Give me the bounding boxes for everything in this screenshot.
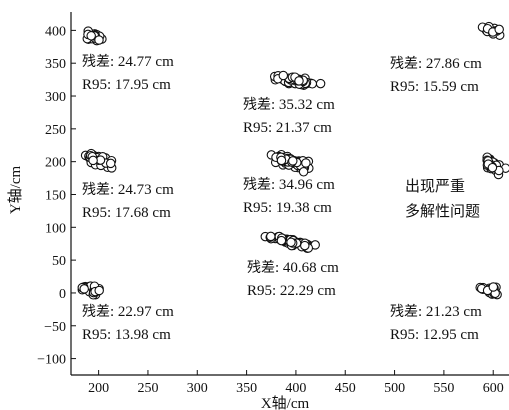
residual-prefix: 残差 (243, 97, 271, 113)
axes (70, 12, 509, 376)
r95-label: R95: 15.59 cm (390, 79, 479, 95)
multi-solution-note-line-1: 出现严重 (405, 177, 465, 195)
residual-value: : 24.73 cm (110, 182, 174, 198)
y-tick-label: 350 (45, 57, 66, 72)
residual-prefix: 残差 (82, 182, 110, 198)
r95-label: R95: 17.68 cm (82, 205, 171, 221)
residual-value: : 24.77 cm (110, 54, 174, 70)
data-point (94, 35, 104, 45)
x-tick-label: 400 (285, 381, 306, 396)
x-tick-label: 500 (384, 381, 405, 396)
residual-label: 残差: 21.23 cm (390, 304, 482, 320)
data-point (288, 156, 298, 166)
y-tick-label: 250 (45, 123, 66, 138)
residual-label: 残差: 27.86 cm (390, 56, 482, 72)
data-point (286, 237, 296, 248)
x-axis-label: X轴/cm (261, 395, 310, 410)
residual-label: 残差: 24.77 cm (82, 54, 174, 70)
data-point (79, 284, 89, 294)
r95-label: R95: 12.95 cm (390, 327, 479, 343)
data-point (488, 282, 499, 292)
data-point (88, 155, 98, 166)
residual-prefix: 残差 (247, 260, 275, 276)
x-tick-label: 550 (433, 381, 454, 396)
residual-value: : 40.68 cm (275, 260, 339, 276)
x-tick-label: 300 (187, 381, 208, 396)
x-tick-label: 250 (137, 381, 158, 396)
residual-value: : 22.97 cm (110, 304, 174, 320)
tick-labels: 200 250 300 350 400 450 500 550 600 −100 −50 0 50 100… (37, 24, 504, 396)
point-cluster-1 (82, 26, 107, 46)
data-point (487, 162, 498, 173)
y-axis-label: Y轴/cm (7, 166, 24, 215)
data-point (315, 78, 326, 89)
r95-label: R95: 22.29 cm (247, 283, 336, 299)
x-tick-label: 350 (236, 381, 257, 396)
data-point (494, 24, 504, 35)
data-point (105, 158, 116, 169)
x-tick-label: 200 (88, 381, 109, 396)
r95-label: R95: 21.37 cm (243, 120, 332, 136)
residual-label: 残差: 24.73 cm (82, 182, 174, 198)
y-tick-label: −50 (44, 320, 66, 335)
point-cluster-7 (260, 231, 320, 254)
data-point (301, 158, 311, 168)
point-cluster-2 (477, 21, 505, 40)
point-cluster-9 (475, 282, 502, 300)
point-cluster-4 (80, 148, 117, 173)
data-point (298, 167, 309, 177)
point-cluster-5 (266, 149, 314, 177)
residual-value: : 27.86 cm (418, 56, 482, 72)
data-point (94, 285, 104, 296)
point-cluster-6 (482, 152, 509, 180)
r95-label: R95: 13.98 cm (82, 327, 171, 343)
y-tick-label: 200 (45, 156, 66, 171)
residual-prefix: 残差 (243, 177, 271, 193)
y-tick-label: 150 (45, 188, 66, 203)
data-point (294, 76, 304, 86)
residual-label: 残差: 22.97 cm (82, 304, 174, 320)
data-point (266, 231, 276, 242)
y-tick-label: 0 (59, 287, 66, 302)
residual-label: 残差: 35.32 cm (243, 97, 335, 113)
residual-value: : 21.23 cm (418, 304, 482, 320)
r95-label: R95: 19.38 cm (243, 200, 332, 216)
data-points (77, 21, 509, 300)
data-point (86, 31, 96, 41)
data-point (276, 155, 287, 166)
y-tick-label: 100 (45, 221, 66, 236)
data-point (300, 240, 310, 251)
residual-prefix: 残差 (390, 304, 418, 320)
x-tick-label: 450 (335, 381, 356, 396)
r95-label: R95: 17.95 cm (82, 77, 171, 93)
point-cluster-8 (77, 281, 104, 300)
multi-solution-note-line-2: 多解性问题 (405, 202, 480, 220)
point-cluster-3 (269, 70, 326, 90)
x-tick-label: 600 (483, 381, 504, 396)
y-tick-label: 50 (52, 254, 66, 269)
y-tick-label: 400 (45, 24, 66, 39)
residual-prefix: 残差 (82, 304, 110, 320)
residual-label: 残差: 40.68 cm (247, 260, 339, 276)
residual-prefix: 残差 (82, 54, 110, 70)
residual-prefix: 残差 (390, 56, 418, 72)
residual-label: 残差: 34.96 cm (243, 177, 335, 193)
data-point (276, 235, 287, 246)
residual-value: : 34.96 cm (271, 177, 335, 193)
residual-value: : 35.32 cm (271, 97, 335, 113)
y-tick-label: 300 (45, 90, 66, 105)
data-point (278, 70, 289, 81)
y-tick-label: −100 (37, 353, 66, 368)
